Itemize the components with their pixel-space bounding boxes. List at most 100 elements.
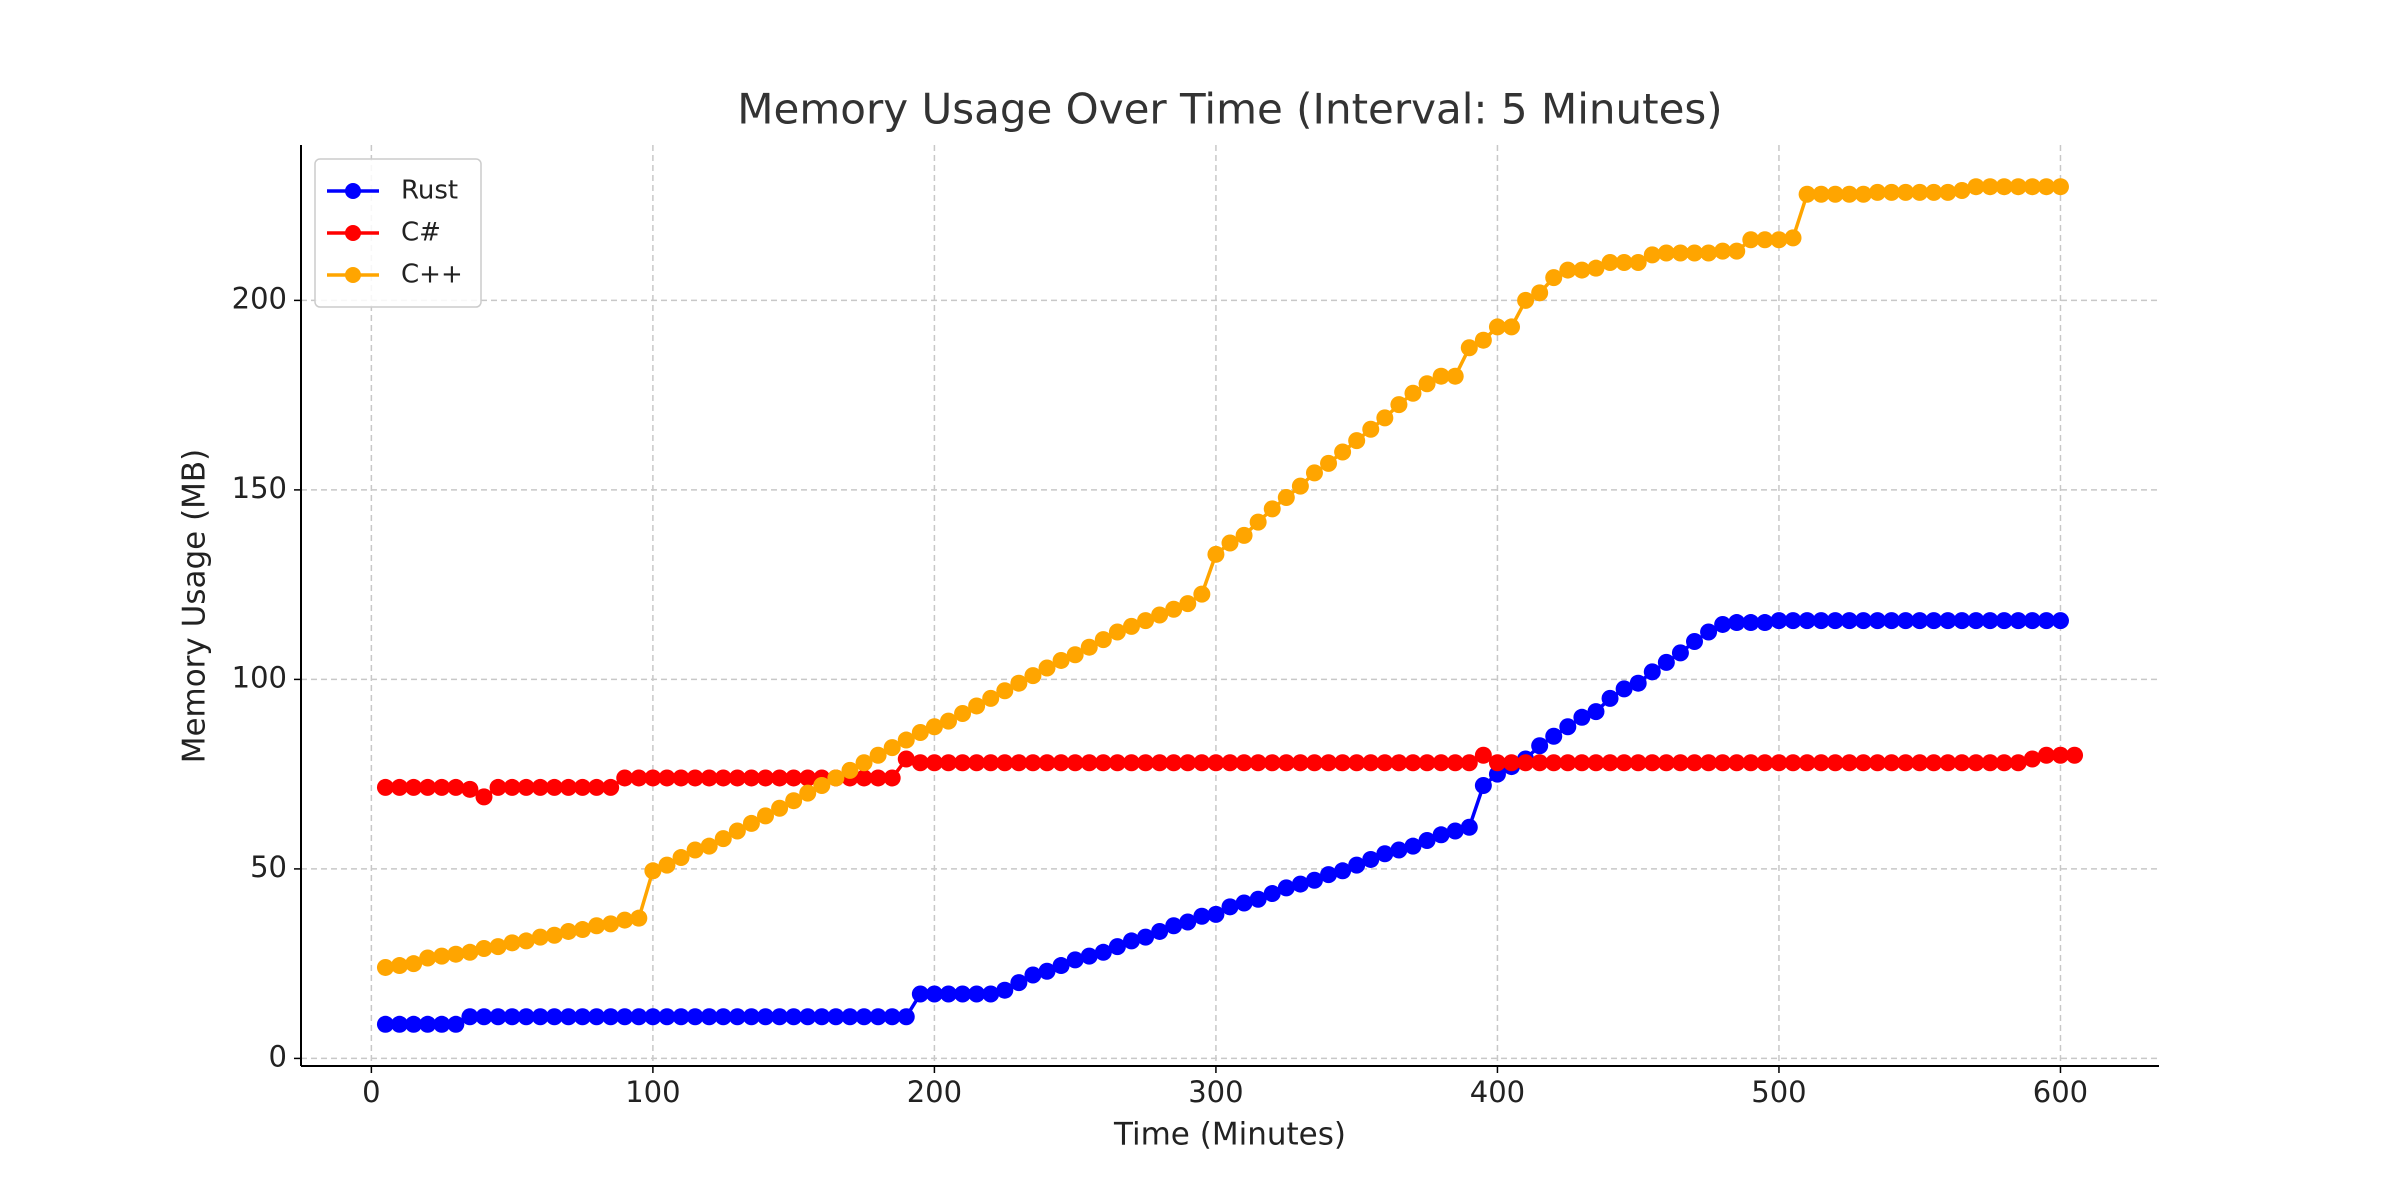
point bbox=[813, 1008, 831, 1026]
point bbox=[1052, 651, 1070, 669]
point bbox=[1939, 612, 1957, 630]
point bbox=[911, 985, 929, 1003]
point bbox=[1320, 754, 1338, 772]
point bbox=[869, 1008, 887, 1026]
point bbox=[700, 1008, 718, 1026]
point bbox=[630, 769, 648, 787]
point bbox=[1995, 612, 2013, 630]
point bbox=[574, 1008, 592, 1026]
point bbox=[1657, 754, 1675, 772]
point bbox=[391, 1015, 409, 1033]
point bbox=[447, 1015, 465, 1033]
point bbox=[602, 915, 620, 933]
point bbox=[2023, 178, 2041, 196]
point bbox=[1235, 754, 1253, 772]
point bbox=[813, 777, 831, 795]
point bbox=[1179, 595, 1197, 613]
point bbox=[1193, 754, 1211, 772]
point bbox=[1925, 612, 1943, 630]
point bbox=[1305, 754, 1323, 772]
point bbox=[559, 922, 577, 940]
point bbox=[1179, 754, 1197, 772]
x-tick-label: 600 bbox=[2033, 1075, 2088, 1109]
point bbox=[1784, 612, 1802, 630]
point bbox=[1066, 754, 1084, 772]
point bbox=[2051, 178, 2069, 196]
point bbox=[545, 778, 563, 796]
point bbox=[1798, 185, 1816, 203]
point bbox=[2037, 178, 2055, 196]
point bbox=[588, 778, 606, 796]
point bbox=[419, 778, 437, 796]
point bbox=[1629, 253, 1647, 271]
point bbox=[1573, 708, 1591, 726]
point bbox=[799, 769, 817, 787]
y-axis-label: Memory Usage (MB) bbox=[177, 449, 213, 764]
y-tick-label: 0 bbox=[269, 1039, 287, 1073]
point bbox=[1756, 754, 1774, 772]
point bbox=[658, 769, 676, 787]
point bbox=[1291, 875, 1309, 893]
point bbox=[1122, 754, 1140, 772]
point bbox=[841, 1008, 859, 1026]
point bbox=[939, 985, 957, 1003]
legend-label: Rust bbox=[401, 176, 458, 206]
point bbox=[1531, 737, 1549, 755]
point bbox=[968, 697, 986, 715]
point bbox=[1080, 754, 1098, 772]
legend-label: C++ bbox=[401, 260, 463, 290]
point bbox=[1080, 638, 1098, 656]
point bbox=[1629, 754, 1647, 772]
point bbox=[1052, 957, 1070, 975]
point bbox=[616, 1008, 634, 1026]
point bbox=[475, 1008, 493, 1026]
point bbox=[616, 911, 634, 929]
point bbox=[644, 862, 662, 880]
point bbox=[1348, 754, 1366, 772]
point bbox=[897, 1008, 915, 1026]
point bbox=[1883, 183, 1901, 201]
point bbox=[1826, 185, 1844, 203]
point bbox=[1531, 284, 1549, 302]
point bbox=[1263, 500, 1281, 518]
point bbox=[1235, 894, 1253, 912]
point bbox=[855, 1008, 873, 1026]
point bbox=[574, 921, 592, 939]
point bbox=[1671, 754, 1689, 772]
point bbox=[1798, 612, 1816, 630]
point bbox=[897, 731, 915, 749]
point bbox=[1826, 612, 1844, 630]
point bbox=[1868, 612, 1886, 630]
y-tick-label: 200 bbox=[232, 281, 287, 315]
point bbox=[841, 761, 859, 779]
point bbox=[1756, 614, 1774, 632]
point bbox=[1953, 181, 1971, 199]
point bbox=[827, 769, 845, 787]
point bbox=[1854, 185, 1872, 203]
point bbox=[1460, 818, 1478, 836]
point bbox=[911, 754, 929, 772]
point bbox=[883, 1008, 901, 1026]
point bbox=[1460, 754, 1478, 772]
point bbox=[2009, 754, 2027, 772]
point bbox=[1291, 754, 1309, 772]
point bbox=[1446, 822, 1464, 840]
point bbox=[376, 958, 394, 976]
point bbox=[1925, 754, 1943, 772]
point bbox=[517, 932, 535, 950]
point bbox=[1362, 754, 1380, 772]
point bbox=[1390, 754, 1408, 772]
point bbox=[968, 985, 986, 1003]
point bbox=[1334, 443, 1352, 461]
point bbox=[982, 754, 1000, 772]
point bbox=[1897, 183, 1915, 201]
point bbox=[391, 778, 409, 796]
point bbox=[672, 849, 690, 867]
point bbox=[1868, 183, 1886, 201]
point bbox=[1404, 837, 1422, 855]
point bbox=[911, 723, 929, 741]
point bbox=[1686, 754, 1703, 772]
point bbox=[1798, 754, 1816, 772]
point bbox=[785, 1008, 803, 1026]
